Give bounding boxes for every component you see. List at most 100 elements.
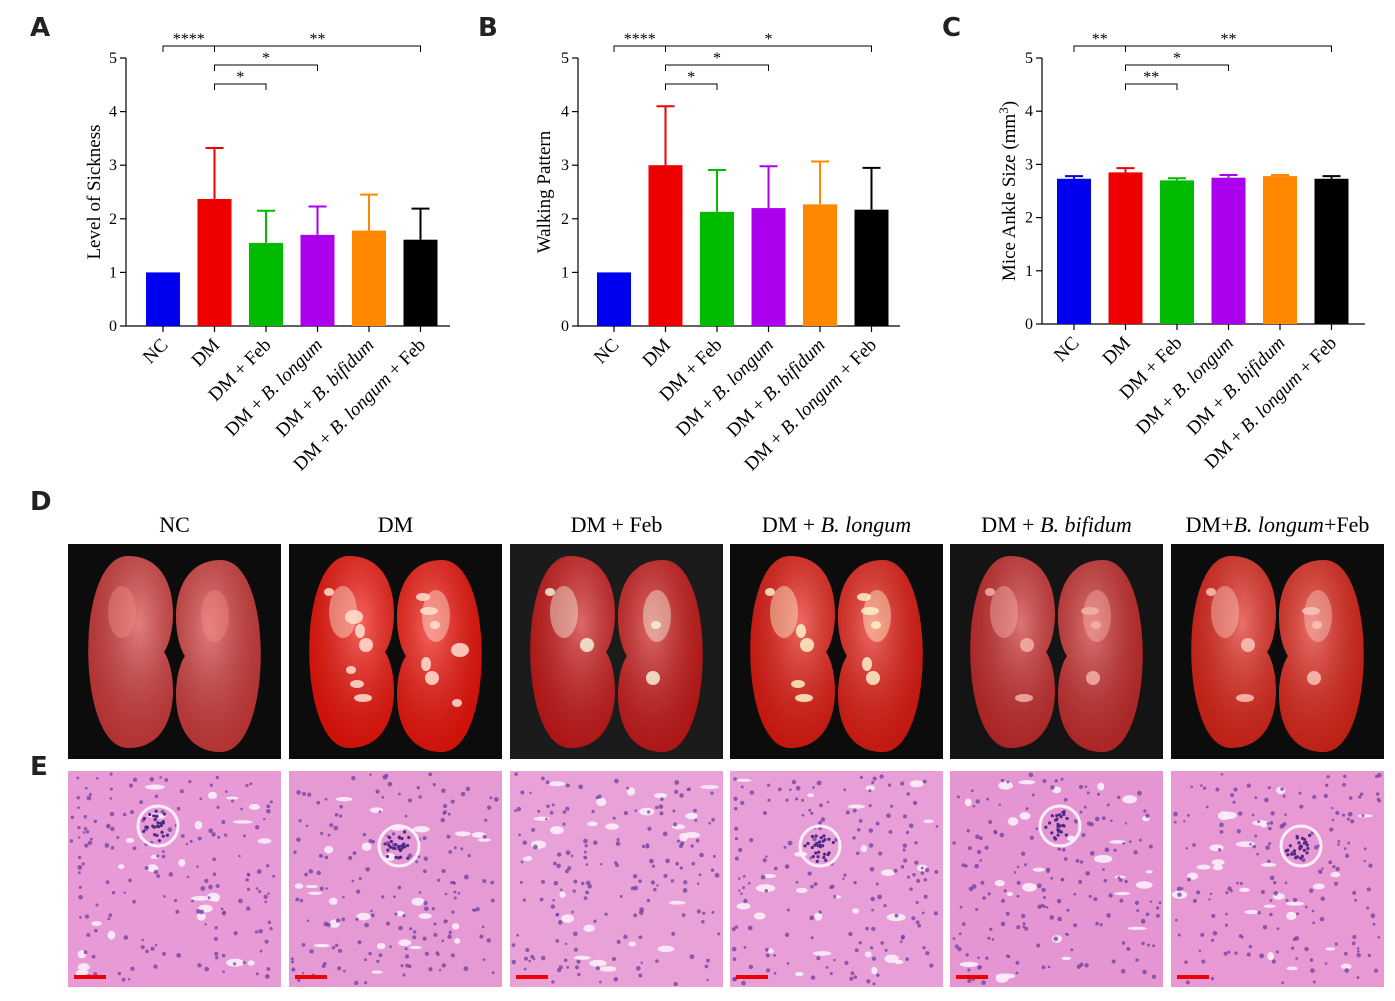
significance-bracket xyxy=(1125,45,1332,52)
scale-bar xyxy=(74,975,106,979)
panel-letter-c: C xyxy=(942,13,961,43)
kidney-shape xyxy=(837,560,923,752)
x-category-label: NC xyxy=(139,335,173,369)
kidney-photo xyxy=(950,544,1163,759)
x-category-label: NC xyxy=(590,335,624,369)
kidney-shape xyxy=(750,556,836,748)
significance-label: ** xyxy=(1092,31,1108,48)
kidney-shape xyxy=(175,560,261,752)
significance-label: **** xyxy=(624,31,656,48)
y-tick-label: 4 xyxy=(109,104,117,121)
y-axis-title: Level of Sickness xyxy=(84,124,105,259)
x-category-label: DM xyxy=(1099,333,1136,370)
x-category-label: NC xyxy=(1050,333,1084,367)
significance-bracket xyxy=(665,64,769,71)
kidney-shape xyxy=(970,556,1056,748)
significance-label: * xyxy=(687,69,695,86)
y-tick-label: 2 xyxy=(109,211,117,228)
bar xyxy=(700,211,734,326)
bar xyxy=(197,198,232,326)
bar xyxy=(146,272,180,326)
histology-image xyxy=(950,771,1163,987)
kidney-shape xyxy=(309,556,395,748)
kidney-photo-row xyxy=(68,544,1384,759)
scale-bar xyxy=(1177,975,1209,979)
kidney-photo xyxy=(1171,544,1384,759)
bar xyxy=(1211,177,1246,324)
significance-bracket xyxy=(665,45,872,52)
significance-label: ** xyxy=(310,31,326,48)
bar xyxy=(751,208,786,326)
y-tick-label: 5 xyxy=(109,50,117,67)
significance-label: * xyxy=(1173,50,1181,67)
histology-image xyxy=(1171,771,1384,987)
kidney-shape xyxy=(1057,560,1143,752)
panel-letter-b: B xyxy=(478,13,498,43)
y-tick-label: 4 xyxy=(1025,103,1033,120)
kidney-shape xyxy=(1278,560,1364,752)
histology-image xyxy=(510,771,723,987)
significance-label: **** xyxy=(173,31,205,48)
bar xyxy=(597,272,631,326)
photo-column-title: DM + B. bifidum xyxy=(981,512,1132,537)
photo-column-title: DM+B. longum+Feb xyxy=(1186,512,1370,537)
significance-bracket xyxy=(1125,83,1178,90)
bar xyxy=(352,230,386,326)
histology-image xyxy=(730,771,943,987)
kidney-photo xyxy=(289,544,502,759)
significance-label: * xyxy=(713,50,721,67)
significance-label: * xyxy=(236,69,244,86)
significance-label: ** xyxy=(1221,31,1237,48)
bar xyxy=(1263,176,1297,324)
photo-column-title: DM xyxy=(378,512,413,537)
significance-bracket xyxy=(665,83,718,90)
y-axis-title: Walking Pattern xyxy=(534,130,555,253)
scale-bar xyxy=(956,975,988,979)
bar xyxy=(1108,172,1143,324)
y-tick-label: 3 xyxy=(561,157,569,174)
scale-bar xyxy=(295,975,327,979)
histology-image xyxy=(68,771,281,987)
scale-bar xyxy=(516,975,548,979)
y-tick-label: 5 xyxy=(1025,50,1033,67)
significance-bracket xyxy=(214,45,421,52)
bar xyxy=(854,209,889,326)
significance-label: * xyxy=(765,31,773,48)
significance-label: ** xyxy=(1143,69,1159,86)
y-tick-label: 2 xyxy=(561,211,569,228)
y-tick-label: 0 xyxy=(561,318,569,335)
significance-label: * xyxy=(262,50,270,67)
y-axis-title: Mice Ankle Size (mm3) xyxy=(996,101,1021,281)
y-tick-label: 1 xyxy=(561,264,569,281)
histology-row xyxy=(68,771,1384,987)
kidney-shape xyxy=(617,560,703,752)
kidney-photo xyxy=(730,544,943,759)
panel-letter-d: D xyxy=(30,487,52,517)
panel-letter-e: E xyxy=(30,752,48,782)
y-tick-label: 4 xyxy=(561,104,569,121)
bar xyxy=(1314,178,1349,324)
kidney-shape xyxy=(88,556,174,748)
photo-column-titles: NC DM DM + Feb DM + B. longum DM + B. bifidu… xyxy=(159,512,1369,537)
y-tick-label: 1 xyxy=(109,264,117,281)
y-tick-label: 5 xyxy=(561,50,569,67)
photo-column-title: DM + B. longum xyxy=(762,512,911,537)
y-tick-label: 3 xyxy=(109,157,117,174)
x-category-label: DM xyxy=(188,335,225,372)
kidney-photo xyxy=(510,544,723,759)
bar xyxy=(300,234,335,326)
significance-bracket xyxy=(214,83,267,90)
bar xyxy=(803,204,837,326)
photo-column-title: DM + Feb xyxy=(571,512,663,537)
kidney-shape xyxy=(396,560,482,752)
kidney-photo xyxy=(68,544,281,759)
scale-bar xyxy=(736,975,768,979)
kidney-shape xyxy=(1191,556,1277,748)
y-tick-label: 0 xyxy=(1025,316,1033,333)
bar xyxy=(648,165,683,326)
bar xyxy=(1057,178,1091,324)
